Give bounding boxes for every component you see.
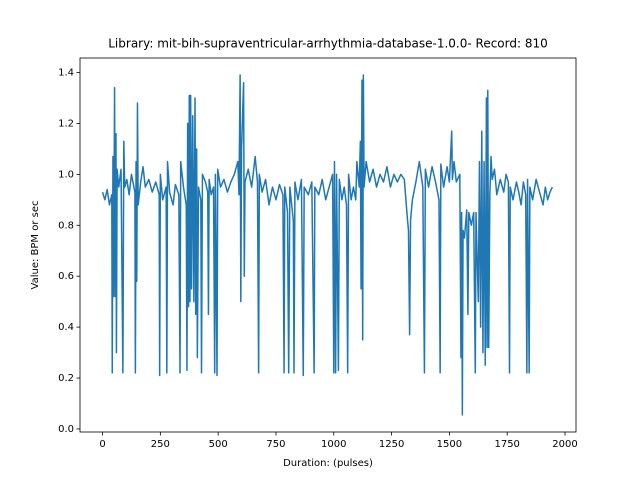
x-tick-label: 1000: [321, 439, 346, 450]
x-tick-label: 1250: [379, 439, 404, 450]
x-tick-label: 0: [99, 439, 105, 450]
y-tick-label: 0.6: [58, 271, 74, 282]
x-axis-label: Duration: (pulses): [283, 458, 373, 469]
x-tick-label: 250: [151, 439, 170, 450]
y-axis-label: Value: BPM or sec: [30, 201, 41, 290]
y-tick-label: 0.0: [58, 424, 74, 435]
y-tick-label: 0.8: [58, 220, 74, 231]
data-line: [101, 74, 553, 416]
x-tick-label: 1500: [437, 439, 462, 450]
x-tick-label: 500: [209, 439, 228, 450]
x-tick-label: 1750: [494, 439, 519, 450]
y-tick-label: 1.4: [58, 68, 74, 79]
x-tick-label: 2000: [552, 439, 577, 450]
chart-title: Library: mit-bih-supraventricular-arrhyt…: [108, 37, 548, 51]
y-tick-label: 1.2: [58, 118, 74, 129]
y-tick-label: 1.0: [58, 169, 74, 180]
y-tick-label: 0.4: [58, 322, 74, 333]
plot-frame: [79, 57, 577, 433]
y-tick-label: 0.2: [58, 373, 74, 384]
x-tick-label: 750: [266, 439, 285, 450]
